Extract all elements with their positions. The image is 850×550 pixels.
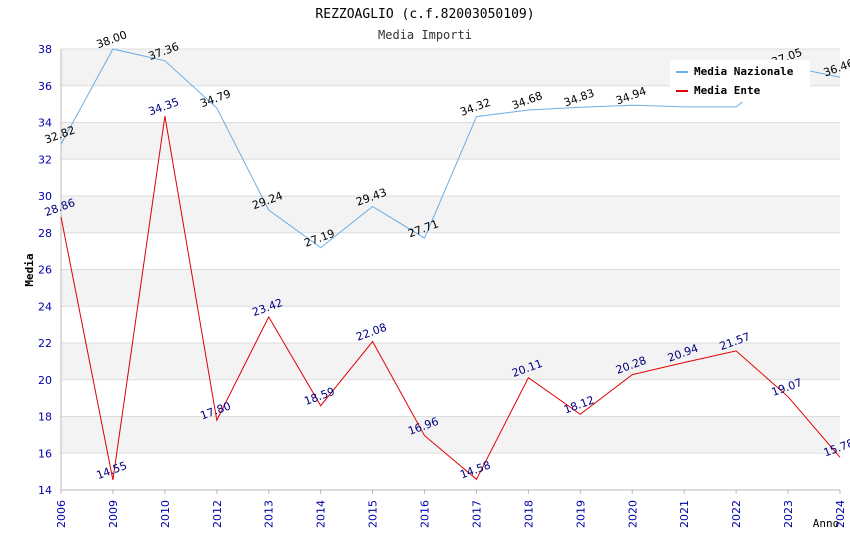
y-tick-label: 22: [38, 337, 52, 350]
y-tick-label: 20: [38, 374, 52, 387]
x-axis-label: Anno: [813, 517, 840, 530]
grid-band: [61, 343, 840, 380]
x-tick-label: 2009: [107, 500, 120, 528]
series-lines: [60, 48, 841, 481]
chart-subtitle: Media Importi: [378, 28, 472, 42]
grid-band: [61, 379, 840, 417]
grid-band: [61, 416, 840, 454]
grid-band: [61, 306, 840, 343]
y-axis-ticks: 14 16 18 20 22 24 26 28 30 32 34 36 38: [38, 43, 52, 497]
x-tick-label: 2014: [315, 500, 328, 528]
y-tick-label: 36: [38, 80, 52, 93]
y-tick-label: 16: [38, 447, 52, 460]
data-label: 38.00: [95, 28, 129, 51]
x-tick-label: 2023: [782, 500, 795, 528]
legend-label-media-ente: Media Ente: [694, 84, 761, 97]
y-tick-label: 34: [38, 117, 52, 130]
x-axis-ticks: 2006 2009 2010 2012 2013 2014 2015 2016 2017 2018…: [55, 490, 847, 528]
y-axis-label: Media: [23, 253, 36, 286]
legend-label-media-nazionale: Media Nazionale: [694, 65, 794, 78]
x-tick-label: 2024: [834, 500, 847, 528]
x-tick-label: 2020: [626, 500, 639, 528]
x-tick-label: 2006: [55, 500, 68, 528]
y-tick-label: 38: [38, 43, 52, 56]
y-tick-label: 28: [38, 227, 52, 240]
x-tick-label: 2010: [159, 500, 172, 528]
x-tick-label: 2012: [211, 500, 224, 528]
y-tick-label: 14: [38, 484, 52, 497]
x-tick-label: 2017: [470, 500, 483, 528]
grid-band: [61, 453, 840, 490]
x-tick-label: 2013: [263, 500, 276, 528]
y-tick-label: 30: [38, 190, 52, 203]
grid-band: [61, 122, 840, 160]
x-tick-label: 2016: [419, 500, 432, 528]
chart-title: REZZOAGLIO (c.f.82003050109): [315, 7, 534, 22]
x-tick-label: 2015: [367, 500, 380, 528]
x-tick-label: 2018: [522, 500, 535, 528]
grid-band: [61, 196, 840, 233]
y-tick-label: 26: [38, 264, 52, 277]
y-tick-label: 18: [38, 411, 52, 424]
x-tick-label: 2022: [730, 500, 743, 528]
y-tick-label: 32: [38, 153, 52, 166]
grid-band: [61, 232, 840, 270]
legend-box: [670, 60, 810, 102]
series-line-media-nazionale: [60, 48, 841, 249]
grid-lines: [60, 48, 840, 491]
x-tick-label: 2021: [678, 500, 691, 528]
legend: Media Nazionale Media Ente: [670, 60, 810, 102]
x-tick-label: 2019: [574, 500, 587, 528]
y-tick-label: 24: [38, 300, 52, 313]
series-line-media-ente: [60, 116, 841, 481]
grid-bands: [61, 49, 840, 490]
grid-band: [61, 269, 840, 307]
